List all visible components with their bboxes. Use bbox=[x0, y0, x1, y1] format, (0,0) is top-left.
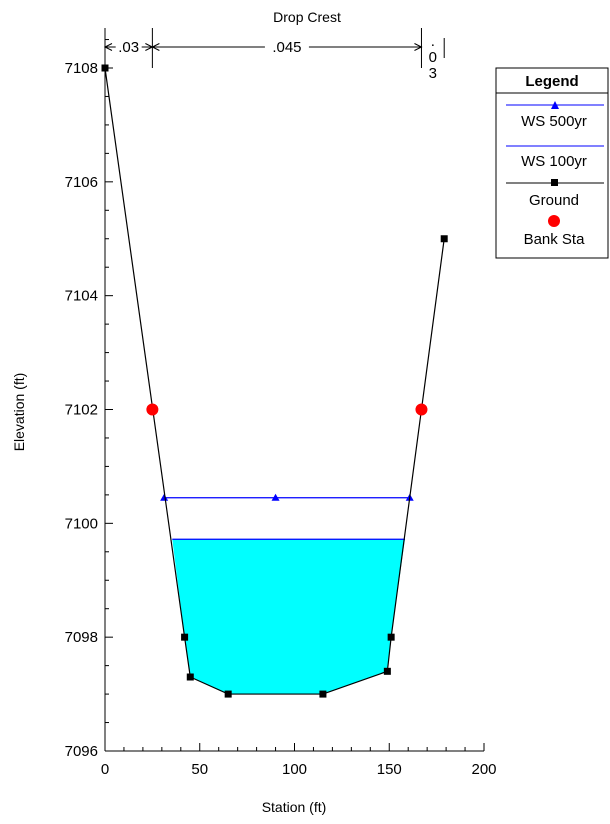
mannings-n-region: .03.045.03 bbox=[103, 28, 445, 82]
y-tick-label: 7096 bbox=[65, 743, 98, 760]
ws100-water-fill bbox=[172, 539, 405, 695]
chart-title: Drop Crest bbox=[273, 9, 341, 25]
ws500-marker bbox=[271, 493, 280, 501]
legend-title: Legend bbox=[525, 73, 578, 90]
n-value-label-char: 3 bbox=[429, 65, 437, 82]
y-tick-label: 7106 bbox=[65, 174, 98, 191]
y-tick-label: 7104 bbox=[65, 288, 98, 305]
ground-marker bbox=[181, 633, 189, 641]
n-value-label-char: . bbox=[431, 33, 435, 50]
y-tick-label: 7100 bbox=[65, 515, 98, 532]
legend-bank-marker bbox=[548, 215, 560, 227]
ground-line bbox=[104, 67, 445, 695]
n-value-label: .045 bbox=[272, 39, 301, 56]
legend: Legend WS 500yr WS 100yr Ground Bank Sta bbox=[495, 67, 609, 259]
n-label-bg bbox=[115, 38, 142, 54]
y-tick-label: 7102 bbox=[65, 402, 98, 419]
y-tick-label: 7108 bbox=[65, 60, 98, 77]
n-value-label: .03 bbox=[118, 39, 139, 56]
n-arrow-right bbox=[414, 43, 423, 51]
bank-station-marker bbox=[415, 403, 428, 416]
bank-station-marker bbox=[146, 403, 159, 416]
x-tick-label: 0 bbox=[101, 761, 109, 778]
water-surface-group bbox=[160, 493, 414, 695]
y-axis-label: Elevation (ft) bbox=[11, 373, 27, 452]
legend-ws500-marker bbox=[551, 101, 559, 109]
n-arrow-left bbox=[151, 43, 160, 51]
ws500-marker bbox=[160, 493, 169, 501]
y-tick-label: 7098 bbox=[65, 629, 98, 646]
legend-ground-label: Ground bbox=[529, 192, 579, 209]
y-axis-ticks: 7096 7098 7100 7102 7104 7106 7108 bbox=[65, 39, 113, 760]
n-value-label-char: 0 bbox=[429, 49, 437, 66]
legend-ws500-label: WS 500yr bbox=[521, 113, 587, 130]
legend-bank-label: Bank Sta bbox=[524, 231, 586, 248]
x-axis-label: Station (ft) bbox=[262, 799, 327, 815]
x-tick-label: 100 bbox=[282, 761, 307, 778]
x-axis-ticks: 0 50 100 150 200 bbox=[101, 743, 497, 778]
ground-marker bbox=[319, 690, 327, 698]
legend-ground-marker bbox=[551, 179, 558, 186]
n-label-bg bbox=[264, 38, 309, 54]
x-tick-label: 150 bbox=[377, 761, 402, 778]
ground-marker bbox=[224, 690, 232, 698]
legend-ws100-label: WS 100yr bbox=[521, 153, 587, 170]
ground-marker bbox=[383, 667, 391, 675]
ground-marker bbox=[440, 235, 448, 243]
x-tick-label: 50 bbox=[191, 761, 208, 778]
ground-marker bbox=[387, 633, 395, 641]
bank-station-series bbox=[146, 403, 428, 416]
x-tick-label: 200 bbox=[471, 761, 496, 778]
ground-marker bbox=[186, 673, 194, 681]
